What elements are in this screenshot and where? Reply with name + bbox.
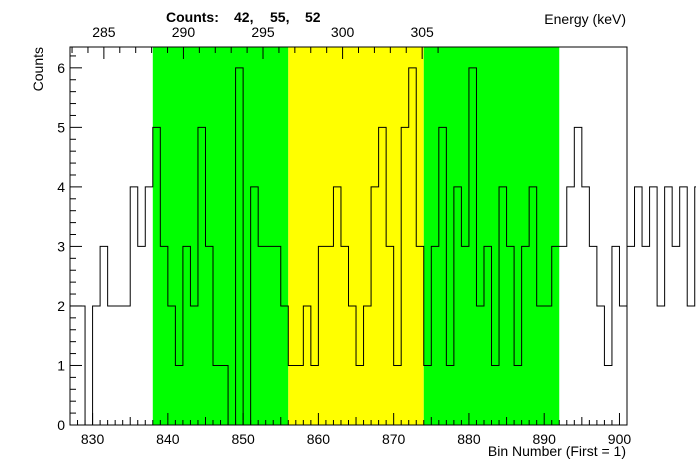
counts-value-peak: 55,	[270, 9, 289, 25]
top-tick-label: 300	[331, 24, 355, 40]
x-tick-label: 860	[307, 431, 331, 447]
x-tick-label: 890	[533, 431, 557, 447]
region-bands	[152, 47, 560, 425]
region-right-background	[423, 47, 560, 425]
axes: 830 840 850 860 870 880 890 900 0 1 2 3 4 5 6 285 290 295…	[57, 24, 631, 447]
top-tick-label: 290	[172, 24, 196, 40]
counts-label: Counts:	[166, 9, 219, 25]
top-tick-label: 305	[410, 24, 434, 40]
y-axis-title: Counts	[30, 47, 46, 91]
y-tick-label: 3	[57, 238, 65, 254]
x-tick-label: 900	[608, 431, 632, 447]
x-tick-label: 870	[382, 431, 406, 447]
counts-value-right: 52	[305, 9, 321, 25]
histogram-line	[70, 67, 696, 426]
x-tick-label: 840	[156, 431, 180, 447]
region-peak	[288, 47, 424, 425]
top-tick-label: 295	[251, 24, 275, 40]
x-tick-label: 850	[231, 431, 255, 447]
top-tick-label: 285	[92, 24, 116, 40]
x-tick-label: 880	[457, 431, 481, 447]
y-tick-label: 6	[57, 60, 65, 76]
counts-value-left: 42,	[234, 9, 253, 25]
y-tick-label: 0	[57, 417, 65, 433]
y-tick-label: 5	[57, 119, 65, 135]
x-axis-title: Bin Number (First = 1)	[488, 443, 626, 459]
region-left-background	[152, 47, 289, 425]
axis-labels: Counts: 42, 55, 52 Energy (keV) Bin Numb…	[30, 9, 626, 459]
y-tick-label: 2	[57, 298, 65, 314]
histogram-series	[70, 67, 696, 426]
x-tick-label: 830	[81, 431, 105, 447]
top-axis-title: Energy (keV)	[544, 11, 626, 27]
y-tick-label: 1	[57, 357, 65, 373]
y-tick-label: 4	[57, 179, 65, 195]
